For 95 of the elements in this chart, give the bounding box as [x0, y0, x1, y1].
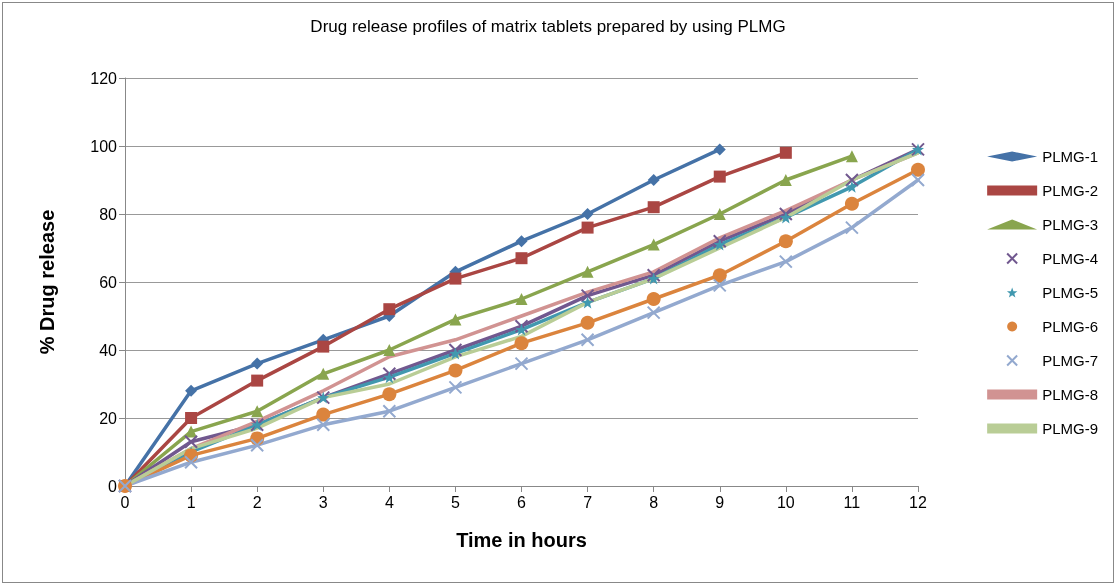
point — [647, 272, 660, 285]
point — [845, 150, 858, 163]
legend-label: PLMG-9 — [1042, 420, 1099, 437]
point — [514, 356, 529, 371]
point — [779, 146, 792, 159]
x-tick-label: 4 — [384, 493, 394, 511]
point — [713, 170, 726, 183]
point — [514, 336, 529, 351]
point — [316, 417, 331, 432]
point — [184, 434, 199, 449]
point — [383, 344, 396, 356]
point — [515, 323, 528, 336]
point — [646, 305, 661, 320]
point — [844, 220, 859, 235]
point — [779, 211, 792, 224]
x-tick-label: 2 — [252, 493, 262, 511]
point — [778, 234, 793, 249]
x-tick-label: 12 — [909, 493, 927, 511]
point — [514, 319, 529, 334]
x-tick-label: 7 — [583, 493, 593, 511]
point — [581, 221, 594, 234]
y-tick-label: 60 — [99, 273, 118, 291]
point — [778, 254, 793, 269]
point — [580, 332, 595, 347]
point — [581, 208, 594, 220]
point — [448, 343, 463, 357]
point — [647, 174, 660, 186]
point — [713, 208, 726, 220]
point — [317, 340, 330, 353]
point — [251, 405, 264, 418]
point — [713, 143, 726, 156]
point — [713, 238, 726, 251]
point — [449, 272, 462, 285]
point — [712, 234, 727, 249]
point — [184, 455, 199, 470]
point — [581, 296, 594, 309]
x-tick-label: 9 — [715, 493, 725, 511]
legend-label: PLMG-3 — [1042, 216, 1099, 233]
point — [580, 315, 595, 330]
point — [382, 404, 397, 419]
point — [382, 366, 397, 381]
legend-label: PLMG-6 — [1042, 318, 1099, 335]
point — [185, 412, 198, 424]
point — [448, 363, 463, 378]
x-tick-label: 0 — [120, 493, 130, 511]
point — [845, 180, 858, 193]
point — [581, 265, 594, 278]
x-tick-label: 3 — [318, 493, 328, 511]
point — [646, 268, 661, 283]
point — [251, 374, 264, 387]
point — [911, 173, 925, 187]
point — [646, 292, 661, 306]
y-axis-title: % Drug release — [36, 209, 58, 355]
legend-label: PLMG-1 — [1042, 148, 1099, 165]
legend-label: PLMG-2 — [1042, 182, 1099, 199]
point — [448, 380, 463, 395]
x-axis-title: Time in hours — [456, 529, 587, 551]
x-tick-label: 8 — [649, 493, 659, 511]
chart-title: Drug release profiles of matrix tablets prepared by using PLMG — [310, 17, 786, 36]
x-tick-label: 5 — [450, 493, 460, 511]
legend-label: PLMG-4 — [1042, 250, 1099, 267]
point — [515, 293, 528, 305]
point — [911, 162, 925, 177]
x-tick-label: 11 — [843, 493, 861, 511]
legend-label: PLMG-5 — [1042, 284, 1099, 301]
y-tick-label: 120 — [90, 69, 118, 87]
point — [317, 367, 330, 380]
legend-label: PLMG-7 — [1042, 352, 1099, 369]
x-tick-label: 10 — [776, 493, 795, 511]
point — [449, 313, 462, 326]
point — [844, 196, 859, 211]
point — [515, 235, 528, 248]
point — [647, 201, 660, 214]
point — [515, 252, 528, 265]
point — [844, 173, 859, 187]
point — [779, 174, 792, 186]
point — [185, 384, 198, 397]
x-tick-label: 1 — [186, 493, 196, 511]
point — [316, 407, 331, 422]
x-tick-label: 6 — [517, 493, 527, 511]
legend-label: PLMG-8 — [1042, 386, 1099, 403]
point — [712, 278, 727, 293]
point — [250, 438, 265, 453]
point — [580, 288, 595, 303]
point — [778, 207, 793, 221]
point — [251, 357, 264, 370]
y-tick-label: 40 — [99, 341, 118, 359]
y-tick-label: 80 — [99, 205, 118, 223]
point — [647, 238, 660, 251]
point — [712, 268, 727, 283]
point — [383, 303, 396, 316]
point — [382, 387, 397, 402]
y-tick-label: 0 — [108, 477, 118, 495]
y-tick-label: 20 — [99, 409, 118, 427]
y-tick-label: 100 — [90, 137, 118, 155]
